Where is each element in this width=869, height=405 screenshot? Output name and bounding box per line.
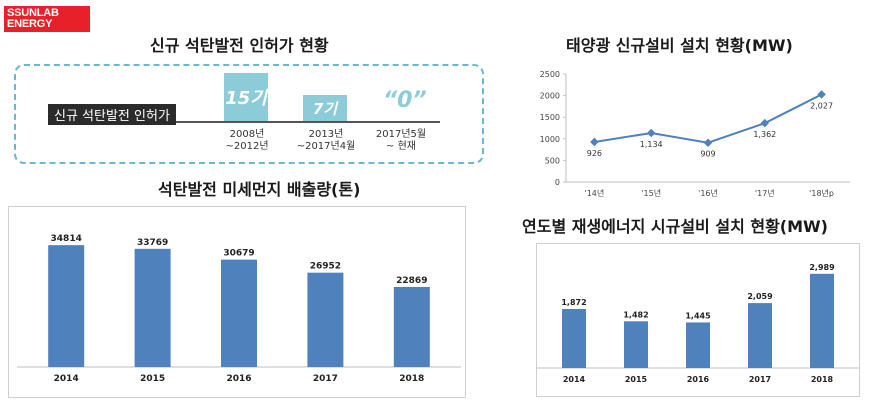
renew-category-label: 2015 xyxy=(625,375,648,384)
solar-category-label: '15년 xyxy=(641,188,661,198)
renew-chart-title: 연도별 재생에너지 시규설비 설치 현황(MW) xyxy=(522,217,828,236)
solar-y-tick-label: 1500 xyxy=(540,113,560,122)
permit-date-2-line1: 2013년 xyxy=(308,129,344,140)
company-logo: SSUNLAB ENERGY xyxy=(4,6,90,32)
solar-category-label: '17년 xyxy=(755,188,775,198)
solar-point xyxy=(703,138,713,147)
permit-date-1: 2008년 ~2012년 xyxy=(216,129,278,153)
renew-bar xyxy=(748,303,772,368)
dust-chart-panel: 34814 2014 33769 2015 30679 2016 26952 2017 2286… xyxy=(8,206,466,398)
solar-y-tick-label: 0 xyxy=(555,178,560,187)
solar-category-label: '16년 xyxy=(698,188,718,198)
solar-y-tick-label: 500 xyxy=(545,156,560,165)
renew-category-label: 2016 xyxy=(687,375,710,384)
dust-value-label: 22869 xyxy=(396,276,427,286)
logo-line2: ENERGY xyxy=(7,18,53,30)
permit-date-1-line2: ~2012년 xyxy=(225,141,269,152)
dust-bar xyxy=(134,248,171,367)
solar-point xyxy=(646,128,656,138)
dust-category-label: 2016 xyxy=(226,374,251,384)
dust-value-label: 26952 xyxy=(310,262,341,272)
solar-value-label: 1,362 xyxy=(753,130,776,139)
dust-value-label: 33769 xyxy=(137,238,168,248)
permits-panel xyxy=(14,64,484,164)
dust-bar xyxy=(393,286,430,367)
solar-line-chart: 0 500 1000 1500 2000 2500 926 '14년 1,134 '15년 909 '… xyxy=(540,70,850,198)
permit-date-2: 2013년 ~2017년4월 xyxy=(290,129,362,153)
dust-category-label: 2017 xyxy=(313,374,338,384)
solar-chart-panel: 0 500 1000 1500 2000 2500 926 '14년 1,134 '15년 909 '… xyxy=(520,64,860,210)
solar-y-tick-label: 2000 xyxy=(540,92,560,101)
logo-line1: SSUNLAB xyxy=(7,7,59,19)
renew-bar xyxy=(562,309,586,368)
dust-value-label: 30679 xyxy=(223,249,254,259)
dust-bar-chart: 34814 2014 33769 2015 30679 2016 26952 2017 2286… xyxy=(17,234,461,384)
permit-date-3: 2017년5월 ~ 현재 xyxy=(370,129,432,153)
dust-value-label: 34814 xyxy=(51,234,82,244)
solar-category-label: '14년 xyxy=(585,188,605,198)
renew-chart-panel: 1,872 2014 1,482 2015 1,445 2016 2,059 2017 2,98… xyxy=(536,243,860,397)
solar-y-tick-label: 2500 xyxy=(540,70,560,79)
solar-point xyxy=(760,118,770,128)
solar-point xyxy=(817,90,826,99)
permit-date-2-line2: ~2017년4월 xyxy=(296,141,356,152)
renew-bar xyxy=(686,322,710,368)
solar-value-label: 2,027 xyxy=(810,101,833,110)
permit-value-3: “0” xyxy=(383,88,427,113)
renew-bar xyxy=(624,321,648,368)
renew-category-label: 2018 xyxy=(811,375,834,384)
permit-value-2: 7기 xyxy=(303,95,347,121)
renew-value-label: 2,059 xyxy=(747,292,773,301)
solar-category-label: '18년p xyxy=(809,188,834,198)
permits-title: 신규 석탄발전 인허가 현황 xyxy=(150,36,329,55)
dust-chart-title: 석탄발전 미세먼지 배출량(톤) xyxy=(158,180,361,199)
solar-value-label: 909 xyxy=(700,150,715,159)
permit-date-3-line2: ~ 현재 xyxy=(386,141,416,152)
dust-bar xyxy=(48,245,85,367)
dust-category-label: 2014 xyxy=(54,374,79,384)
solar-series-line xyxy=(594,93,823,144)
permit-date-1-line1: 2008년 xyxy=(229,129,265,140)
dust-bar xyxy=(307,272,344,367)
renew-category-label: 2017 xyxy=(749,375,771,384)
renew-value-label: 1,445 xyxy=(685,311,711,320)
permit-date-3-line1: 2017년5월 xyxy=(375,129,427,140)
solar-y-tick-label: 1000 xyxy=(540,135,560,144)
renew-value-label: 2,989 xyxy=(809,263,835,272)
permit-value-1: 15기 xyxy=(224,73,268,121)
solar-value-label: 926 xyxy=(587,149,602,158)
renew-value-label: 1,872 xyxy=(561,298,586,307)
dust-category-label: 2015 xyxy=(140,374,165,384)
renew-bar xyxy=(810,273,834,368)
renew-value-label: 1,482 xyxy=(623,310,648,319)
renew-bar-chart: 1,872 2014 1,482 2015 1,445 2016 2,059 2017 2,98… xyxy=(537,263,859,384)
solar-value-label: 1,134 xyxy=(640,140,663,149)
permits-label: 신규 석탄발전 인허가 xyxy=(48,104,176,125)
dust-bar xyxy=(221,259,257,367)
renew-category-label: 2014 xyxy=(563,375,586,384)
solar-point xyxy=(590,137,599,147)
permits-baseline xyxy=(48,121,440,123)
dust-category-label: 2018 xyxy=(399,374,424,384)
solar-chart-title: 태양광 신규설비 설치 현황(MW) xyxy=(566,36,793,55)
